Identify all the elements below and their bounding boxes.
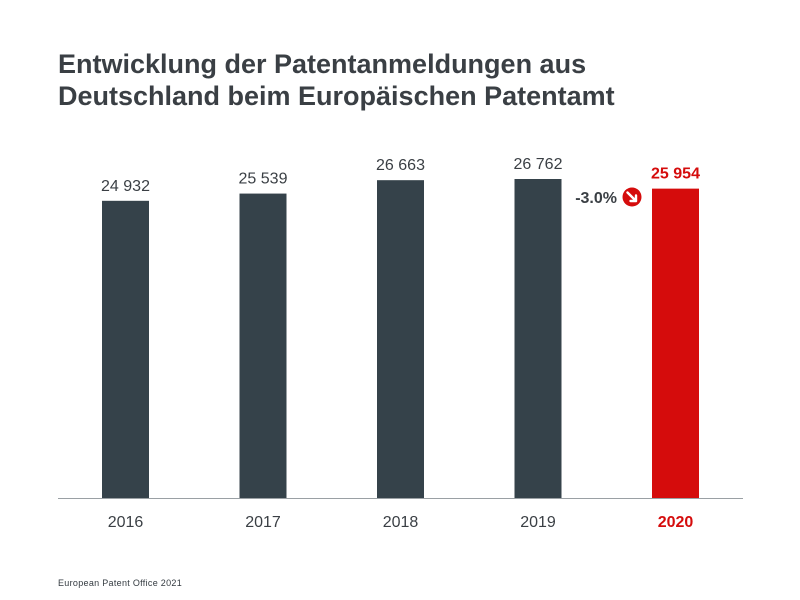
bar-2016: [102, 200, 149, 498]
x-tick-label-2016: 2016: [108, 514, 144, 531]
source-footer: European Patent Office 2021: [58, 578, 183, 588]
data-label-2018: 26 663: [376, 157, 425, 174]
bar-2020: [652, 188, 699, 498]
bar-2019: [514, 179, 562, 498]
x-tick-label-2019: 2019: [520, 514, 556, 531]
chart-title: Entwicklung der Patentanmeldungen aus De…: [58, 48, 615, 112]
change-annotation: -3.0%: [575, 190, 617, 207]
data-label-2016: 24 932: [101, 178, 150, 195]
arrow-down-right-circle-icon: [622, 187, 642, 207]
bar-2017: [239, 193, 287, 499]
x-tick-label-2020: 2020: [658, 514, 694, 531]
x-tick-label-2017: 2017: [245, 514, 281, 531]
data-label-2019: 26 762: [514, 156, 563, 173]
chart-title-line-2: Deutschland beim Europäischen Patentamt: [58, 81, 615, 111]
data-label-2020: 25 954: [651, 166, 700, 183]
bar-2018: [377, 180, 424, 499]
data-label-2017: 25 539: [239, 171, 288, 188]
x-tick-label-2018: 2018: [383, 514, 419, 531]
chart-title-line-1: Entwicklung der Patentanmeldungen aus: [58, 49, 587, 79]
